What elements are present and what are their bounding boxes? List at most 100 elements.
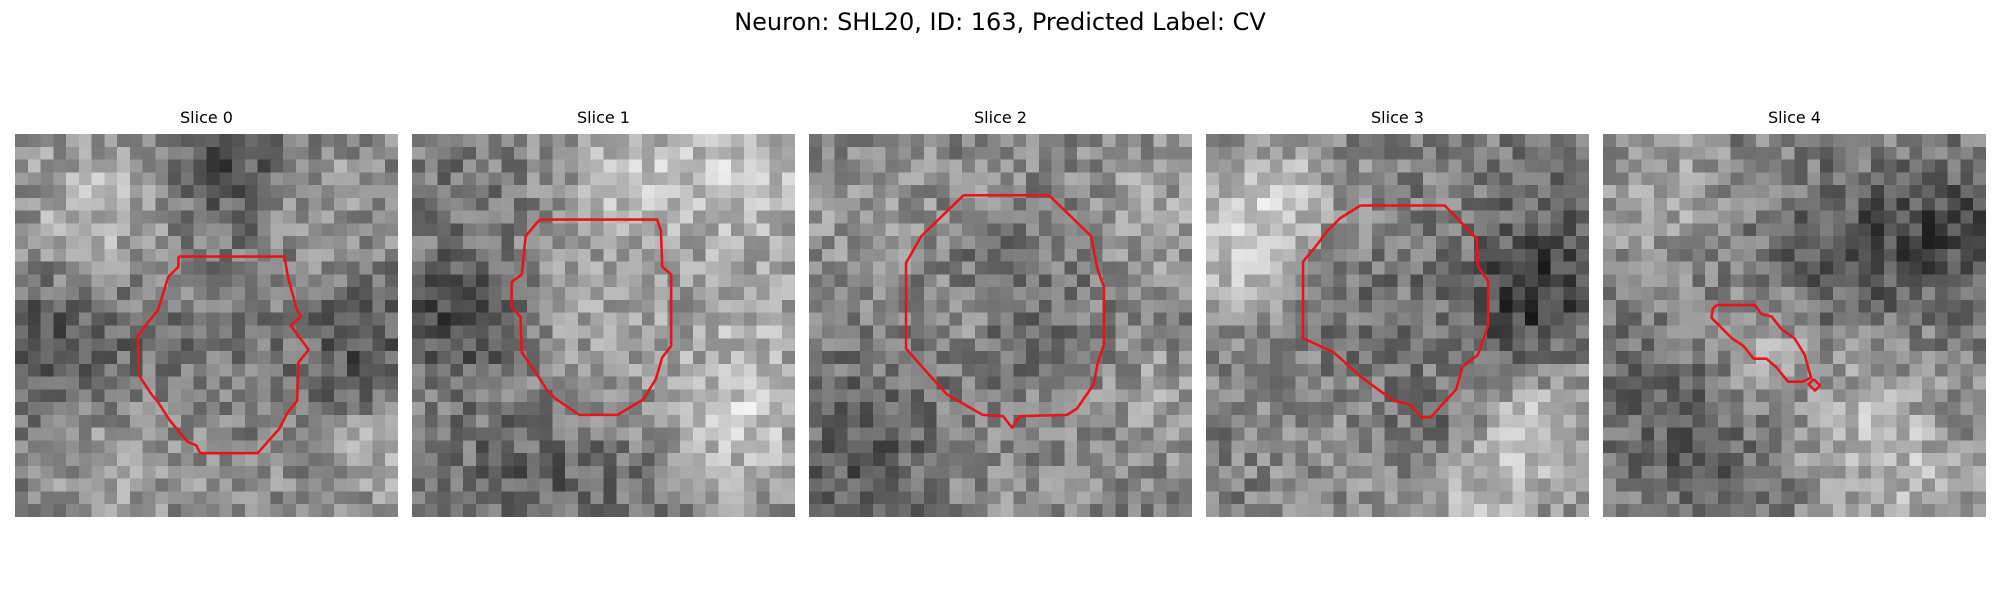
pixel — [1128, 274, 1142, 288]
pixel — [782, 210, 795, 224]
pixel — [680, 134, 694, 148]
pixel — [667, 465, 681, 479]
pixel — [1871, 210, 1885, 224]
pixel — [155, 363, 169, 377]
pixel — [1166, 402, 1180, 416]
pixel — [1615, 325, 1629, 339]
pixel — [1448, 172, 1462, 186]
pixel — [1448, 351, 1462, 365]
pixel — [1717, 338, 1731, 352]
pixel — [1448, 325, 1462, 339]
pixel — [359, 478, 373, 492]
pixel — [834, 363, 848, 377]
pixel — [923, 453, 937, 467]
pixel — [155, 312, 169, 326]
pixel — [987, 351, 1001, 365]
pixel — [450, 504, 464, 517]
pixel — [1346, 376, 1360, 390]
pixel — [424, 236, 438, 250]
pixel — [1359, 363, 1373, 377]
pixel — [1832, 414, 1846, 428]
pixel — [1153, 453, 1167, 467]
pixel — [539, 312, 553, 326]
pixel — [1089, 185, 1103, 199]
pixel — [257, 376, 271, 390]
pixel — [705, 414, 719, 428]
pixel — [1845, 197, 1859, 211]
pixel — [206, 274, 220, 288]
pixel — [936, 185, 950, 199]
roi-contour — [904, 194, 1106, 429]
pixel — [372, 248, 386, 262]
pixel — [437, 453, 451, 467]
pixel — [616, 338, 630, 352]
pixel — [1410, 134, 1424, 148]
slice-panel-3: Slice 3 — [1206, 108, 1589, 518]
pixel — [1692, 453, 1706, 467]
pixel — [629, 478, 643, 492]
pixel — [923, 236, 937, 250]
pixel — [180, 325, 194, 339]
pixel — [78, 134, 92, 148]
pixel — [1512, 491, 1526, 505]
pixel — [1679, 236, 1693, 250]
pixel — [129, 236, 143, 250]
pixel — [731, 465, 745, 479]
pixel — [1947, 338, 1961, 352]
pixel — [283, 185, 297, 199]
pixel — [756, 274, 770, 288]
slice-title: Slice 2 — [974, 108, 1027, 127]
pixel — [949, 236, 963, 250]
pixel — [1153, 376, 1167, 390]
pixel — [1206, 134, 1220, 148]
pixel — [743, 376, 757, 390]
pixel — [1807, 389, 1821, 403]
pixel — [1384, 478, 1398, 492]
pixel — [1628, 312, 1642, 326]
pixel — [821, 491, 835, 505]
pixel — [1666, 414, 1680, 428]
pixel — [463, 236, 477, 250]
pixel — [923, 172, 937, 186]
pixel — [1448, 478, 1462, 492]
pixel — [1448, 465, 1462, 479]
pixel — [1410, 376, 1424, 390]
pixel — [1525, 197, 1539, 211]
pixel — [91, 172, 105, 186]
pixel — [1909, 402, 1923, 416]
pixel — [718, 287, 732, 301]
pixel — [1397, 287, 1411, 301]
pixel — [1525, 427, 1539, 441]
pixel — [756, 236, 770, 250]
pixel — [463, 210, 477, 224]
pixel — [1474, 414, 1488, 428]
pixel — [1115, 504, 1129, 517]
pixel — [1153, 223, 1167, 237]
pixel — [1410, 287, 1424, 301]
pixel — [91, 185, 105, 199]
pixel — [1947, 134, 1961, 148]
pixel — [1346, 261, 1360, 275]
pixel — [359, 274, 373, 288]
pixel — [424, 376, 438, 390]
pixel — [692, 299, 706, 313]
pixel — [590, 478, 604, 492]
pixel — [1051, 491, 1065, 505]
pixel — [1960, 478, 1974, 492]
pixel — [1947, 197, 1961, 211]
pixel — [1153, 312, 1167, 326]
pixel — [1269, 274, 1283, 288]
pixel — [1115, 351, 1129, 365]
pixel — [1717, 159, 1731, 173]
pixel — [552, 363, 566, 377]
pixel — [53, 299, 67, 313]
pixel — [782, 172, 795, 186]
pixel — [385, 376, 398, 390]
pixel — [270, 363, 284, 377]
pixel — [27, 197, 41, 211]
pixel — [1537, 389, 1551, 403]
pixel — [1346, 453, 1360, 467]
pixel — [1858, 261, 1872, 275]
pixel — [1654, 351, 1668, 365]
pixel — [27, 465, 41, 479]
